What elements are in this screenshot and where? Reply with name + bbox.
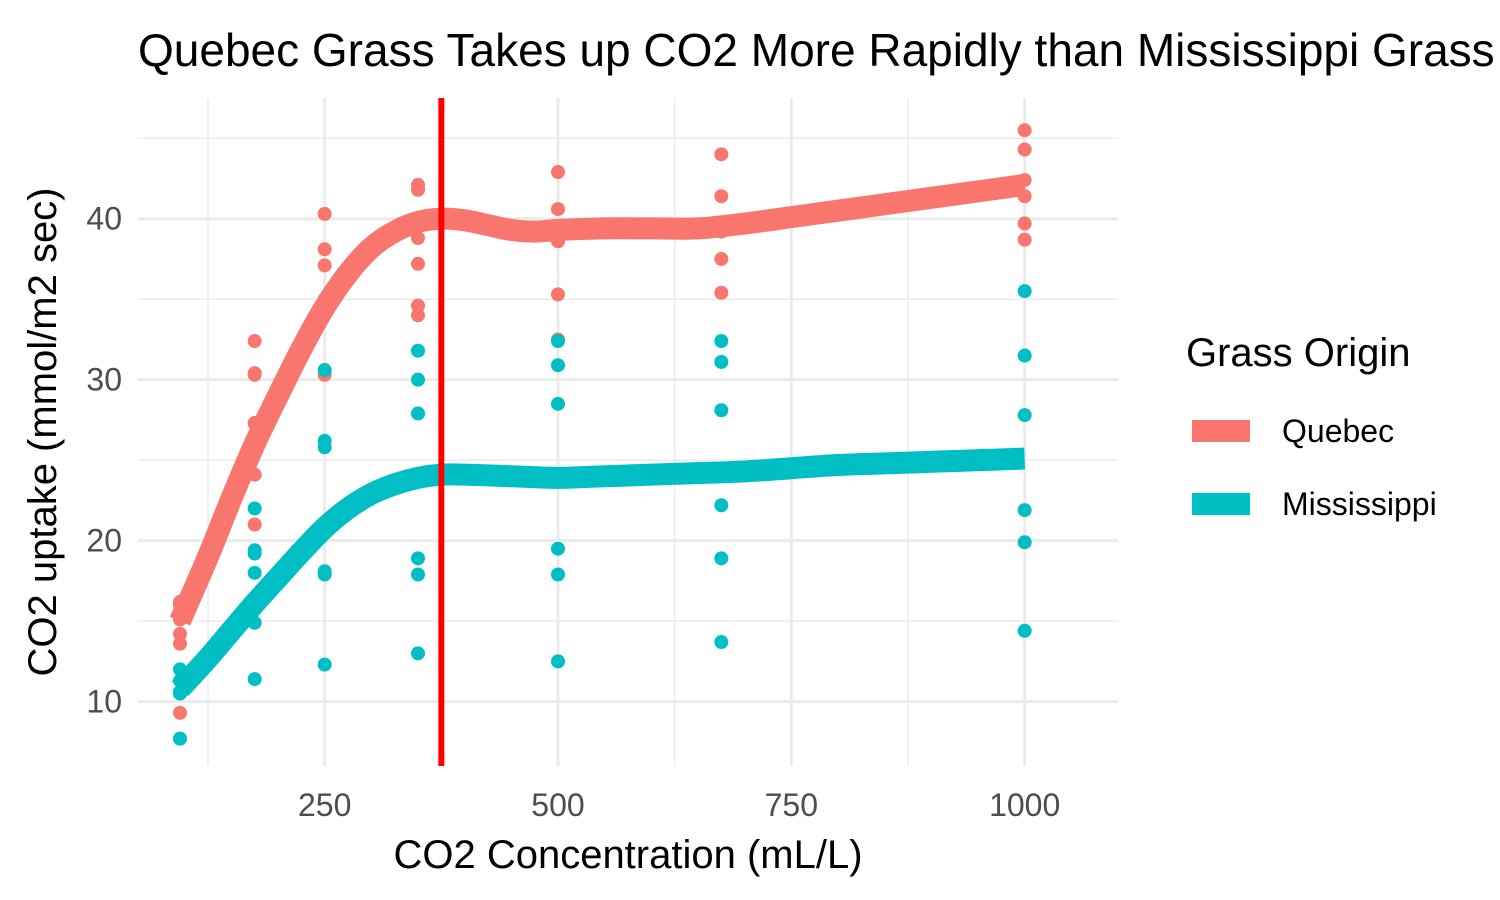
data-point	[1017, 503, 1032, 518]
data-point	[551, 202, 565, 217]
data-point	[173, 636, 187, 651]
data-point	[551, 287, 565, 302]
data-point	[247, 517, 262, 532]
data-point	[411, 256, 425, 271]
data-point	[411, 551, 425, 566]
data-point	[714, 551, 729, 566]
scatter-points	[173, 123, 1032, 746]
legend-label-quebec: Quebec	[1282, 413, 1394, 449]
x-tick-label: 1000	[989, 787, 1060, 823]
legend-label-mississippi: Mississippi	[1282, 486, 1437, 522]
data-point	[411, 343, 425, 358]
data-point	[1017, 142, 1032, 157]
data-point	[411, 567, 425, 582]
y-axis-title: CO2 uptake (mmol/m2 sec)	[21, 187, 65, 676]
data-point	[551, 541, 565, 556]
data-point	[411, 177, 425, 192]
y-tick-label: 40	[86, 201, 122, 237]
y-tick-label: 30	[86, 362, 122, 398]
data-point	[551, 654, 565, 669]
data-point	[317, 440, 332, 455]
legend-key-quebec	[1192, 420, 1250, 442]
legend: Grass Origin Quebec Mississippi	[1186, 331, 1437, 522]
data-point	[714, 403, 729, 418]
data-point	[1017, 232, 1032, 247]
y-tick-label: 20	[86, 523, 122, 559]
data-point	[411, 372, 425, 387]
data-point	[714, 147, 729, 162]
data-point	[247, 334, 262, 349]
data-point	[411, 406, 425, 421]
data-point	[317, 363, 332, 378]
data-point	[411, 646, 425, 661]
data-point	[714, 285, 729, 300]
data-point	[411, 298, 425, 313]
data-point	[317, 242, 332, 257]
legend-key-mississippi	[1192, 493, 1250, 515]
x-tick-label: 250	[298, 787, 351, 823]
data-point	[714, 635, 729, 650]
smooth-line-mississippi	[171, 447, 1026, 697]
y-tick-label: 10	[86, 684, 122, 720]
data-point	[173, 731, 187, 746]
data-point	[411, 308, 425, 323]
data-point	[1017, 535, 1032, 550]
smooth-line-quebec	[169, 174, 1027, 626]
data-point	[714, 498, 729, 513]
data-point	[551, 165, 565, 180]
data-point	[247, 672, 262, 687]
x-axis-title: CO2 Concentration (mL/L)	[393, 833, 862, 877]
data-point	[551, 334, 565, 349]
data-point	[1017, 216, 1032, 231]
data-point	[317, 206, 332, 221]
data-point	[551, 358, 565, 373]
data-point	[714, 354, 729, 369]
data-point	[317, 567, 332, 582]
data-point	[173, 627, 187, 642]
data-point	[317, 258, 332, 273]
data-point	[317, 657, 332, 672]
tick-labels: 250 500 750 1000 10 20 30 40	[86, 201, 1060, 823]
data-point	[1017, 623, 1032, 638]
data-point	[247, 367, 262, 382]
data-point	[714, 251, 729, 266]
chart-title: Quebec Grass Takes up CO2 More Rapidly t…	[138, 24, 1495, 76]
data-point	[1017, 123, 1032, 138]
x-tick-label: 500	[531, 787, 584, 823]
x-tick-label: 750	[765, 787, 818, 823]
data-point	[714, 189, 729, 204]
data-point	[173, 705, 187, 720]
data-point	[551, 567, 565, 582]
data-point	[247, 501, 262, 516]
smooth-curves	[169, 174, 1027, 697]
data-point	[714, 334, 729, 349]
data-point	[1017, 284, 1032, 299]
data-point	[247, 543, 262, 558]
data-point	[551, 396, 565, 411]
data-point	[1017, 408, 1032, 423]
data-point	[1017, 348, 1032, 363]
data-point	[247, 565, 262, 580]
legend-title: Grass Origin	[1186, 331, 1411, 375]
